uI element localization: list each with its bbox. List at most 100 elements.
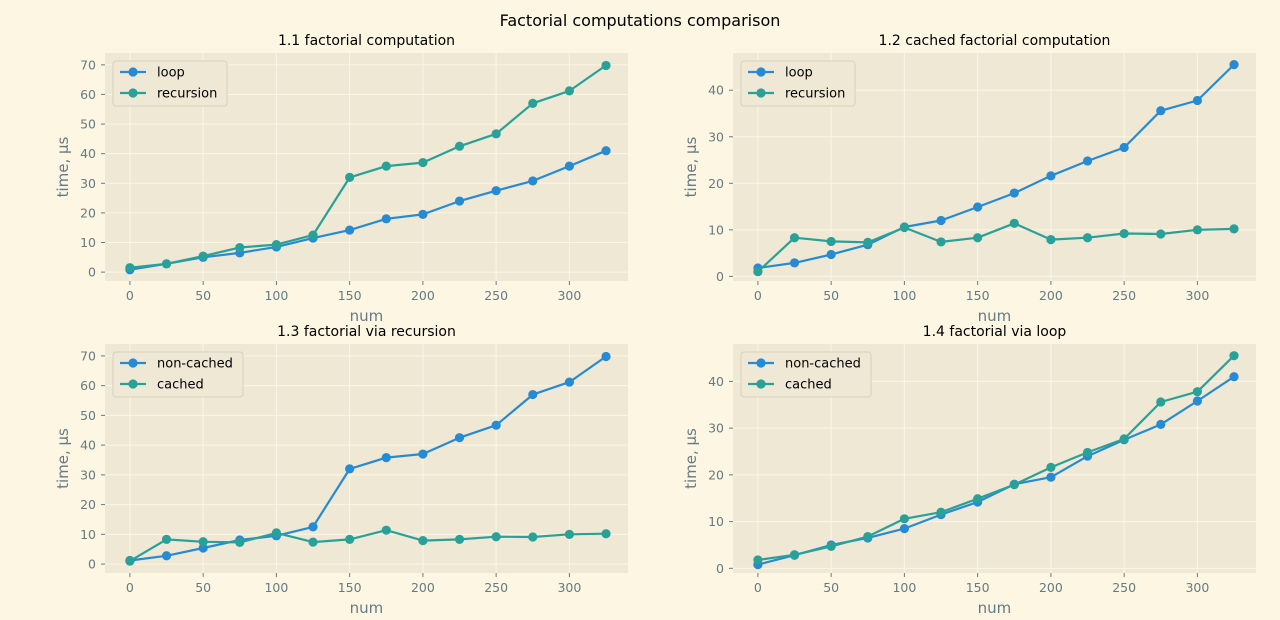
y-tick-label: 20 [708, 176, 724, 191]
y-tick-label: 10 [80, 235, 96, 250]
panel-title: 1.3 factorial via recursion [277, 324, 456, 340]
data-point-loop [1229, 60, 1239, 70]
data-point-loop [936, 215, 946, 226]
y-axis-label: time, µs [682, 136, 700, 197]
data-point-recursion [454, 141, 465, 151]
y-tick-label: 40 [708, 374, 724, 389]
data-point-recursion [1082, 233, 1093, 243]
data-point-recursion [418, 157, 428, 168]
chart-panel-3: 0 50 100 150 200 250 300 0 10 20 30 40 50 60 70 1.3 fac… [54, 324, 628, 617]
data-point-non-cached [1046, 472, 1056, 482]
panel-title: 1.1 factorial computation [278, 33, 455, 49]
y-tick-label: 10 [80, 527, 96, 542]
data-point-cached [1046, 462, 1056, 472]
data-point-recursion [826, 236, 836, 247]
data-point-non-cached [1229, 372, 1239, 382]
data-point-recursion [1192, 225, 1203, 235]
data-point-loop [826, 249, 836, 260]
data-point-recursion [125, 263, 135, 273]
data-point-loop [1082, 156, 1093, 166]
x-axis-label: num [978, 599, 1012, 617]
data-point-cached [826, 541, 836, 551]
data-point-cached [345, 534, 355, 544]
x-tick-label: 150 [966, 580, 990, 595]
y-tick-label: 40 [80, 438, 96, 453]
data-point-cached [528, 532, 538, 542]
chart-panel-1: 0 50 100 150 200 250 300 0 10 20 30 40 50 60 70 1.1 fac… [54, 33, 628, 325]
x-tick-label: 50 [195, 288, 211, 303]
data-point-loop [1009, 188, 1019, 198]
data-point-recursion [235, 242, 245, 253]
y-tick-label: 50 [80, 408, 96, 423]
data-point-recursion [491, 129, 501, 139]
y-tick-label: 0 [716, 269, 724, 284]
data-point-recursion [601, 60, 611, 71]
x-tick-label: 200 [1039, 288, 1063, 303]
data-point-cached [753, 555, 763, 565]
panel-title: 1.4 factorial via loop [923, 324, 1067, 340]
x-tick-label: 150 [338, 288, 362, 303]
data-point-non-cached [308, 522, 318, 532]
data-point-recursion [1046, 234, 1056, 245]
legend-swatch-marker [128, 88, 138, 98]
legend-label: recursion [157, 87, 217, 102]
x-tick-label: 50 [195, 580, 211, 595]
x-tick-label: 250 [1112, 580, 1136, 595]
x-tick-label: 200 [411, 580, 435, 595]
data-point-cached [491, 532, 501, 542]
legend-swatch-marker [128, 358, 138, 368]
legend-label: non-cached [157, 357, 233, 372]
data-point-cached [1082, 447, 1093, 458]
data-point-non-cached [381, 453, 391, 463]
y-axis-label: time, µs [54, 428, 72, 489]
legend-swatch-marker [756, 379, 766, 389]
data-point-non-cached [601, 351, 611, 362]
legend-swatch-marker [756, 358, 766, 368]
data-point-recursion [198, 251, 208, 261]
data-point-cached [271, 528, 282, 538]
data-point-loop [1119, 142, 1129, 153]
x-tick-label: 100 [264, 288, 288, 303]
data-point-recursion [899, 222, 910, 233]
y-tick-label: 20 [708, 467, 724, 482]
data-point-loop [454, 196, 465, 206]
x-tick-label: 250 [484, 580, 508, 595]
data-point-cached [601, 529, 611, 539]
legend-label: non-cached [785, 357, 861, 372]
data-point-non-cached [1192, 396, 1203, 406]
data-point-loop [601, 146, 611, 156]
x-tick-label: 0 [754, 288, 762, 303]
data-point-loop [418, 209, 428, 219]
legend-swatch-marker [756, 67, 766, 77]
data-point-recursion [381, 161, 391, 171]
y-tick-label: 60 [80, 378, 96, 393]
data-point-loop [381, 214, 391, 224]
data-point-cached [418, 535, 428, 546]
y-tick-label: 10 [708, 222, 724, 237]
data-point-recursion [1009, 218, 1019, 228]
data-point-recursion [973, 233, 983, 243]
x-tick-label: 300 [1185, 580, 1209, 595]
data-point-non-cached [899, 524, 910, 534]
y-tick-label: 50 [80, 117, 96, 132]
series-line-loop [129, 149, 607, 271]
data-point-loop [1156, 106, 1166, 116]
data-point-recursion [789, 233, 800, 243]
data-point-non-cached [161, 551, 172, 561]
y-tick-label: 30 [80, 176, 96, 191]
x-tick-label: 300 [557, 580, 581, 595]
y-tick-label: 40 [708, 83, 724, 98]
legend-label: loop [157, 66, 185, 81]
y-tick-label: 0 [88, 557, 96, 572]
y-tick-label: 40 [80, 146, 96, 161]
data-point-cached [1119, 434, 1129, 444]
legend-swatch-marker [128, 67, 138, 77]
x-tick-label: 150 [966, 288, 990, 303]
x-tick-label: 250 [484, 288, 508, 303]
x-axis-label: num [350, 599, 384, 617]
legend-swatch-marker [756, 88, 766, 98]
x-tick-label: 250 [1112, 288, 1136, 303]
x-tick-label: 100 [892, 580, 916, 595]
data-point-loop [564, 161, 575, 171]
